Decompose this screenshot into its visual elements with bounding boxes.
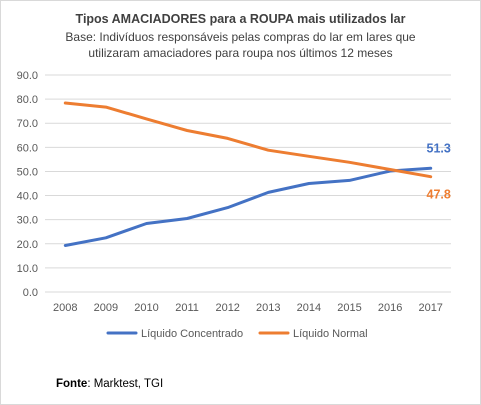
x-tick-label: 2013 bbox=[256, 302, 280, 314]
subtitle-line-2: utilizaram amaciadores para roupa nos úl… bbox=[88, 46, 393, 60]
x-tick-label: 2010 bbox=[134, 302, 158, 314]
x-tick-label: 2011 bbox=[175, 302, 199, 314]
series-line bbox=[63, 101, 433, 179]
x-tick-label: 2014 bbox=[297, 302, 321, 314]
source-note: Fonte: Marktest, TGI bbox=[56, 378, 163, 390]
x-tick-label: 2012 bbox=[215, 302, 239, 314]
source-text: : Marktest, TGI bbox=[87, 378, 164, 390]
source-label: Fonte bbox=[56, 378, 88, 390]
x-tick-label: 2008 bbox=[53, 302, 77, 314]
y-tick-label: 90.0 bbox=[17, 70, 38, 82]
y-tick-label: 50.0 bbox=[17, 166, 38, 178]
y-tick-label: 40.0 bbox=[17, 191, 38, 203]
y-tick-label: 30.0 bbox=[17, 215, 38, 227]
y-tick-label: 70.0 bbox=[17, 118, 38, 130]
x-tick-label: 2015 bbox=[337, 302, 361, 314]
legend-label: Líquido Normal bbox=[293, 328, 368, 340]
x-tick-label: 2009 bbox=[94, 302, 118, 314]
x-tick-label: 2016 bbox=[378, 302, 402, 314]
y-tick-label: 60.0 bbox=[17, 142, 38, 154]
data-label: 51.3 bbox=[427, 141, 451, 155]
x-tick-label: 2017 bbox=[418, 302, 442, 314]
y-tick-label: 10.0 bbox=[17, 263, 38, 275]
y-tick-label: 20.0 bbox=[17, 239, 38, 251]
y-tick-label: 80.0 bbox=[17, 94, 38, 106]
subtitle-line-1: Base: Indivíduos responsáveis pelas comp… bbox=[65, 30, 416, 44]
legend-label: Líquido Concentrado bbox=[141, 328, 243, 340]
data-label: 47.8 bbox=[427, 188, 451, 202]
y-tick-label: 0.0 bbox=[23, 287, 38, 299]
chart-subtitle: Base: Indivíduos responsáveis pelas comp… bbox=[0, 29, 481, 61]
series-line bbox=[63, 166, 433, 247]
chart-title: Tipos AMACIADORES para a ROUPA mais util… bbox=[75, 12, 406, 26]
